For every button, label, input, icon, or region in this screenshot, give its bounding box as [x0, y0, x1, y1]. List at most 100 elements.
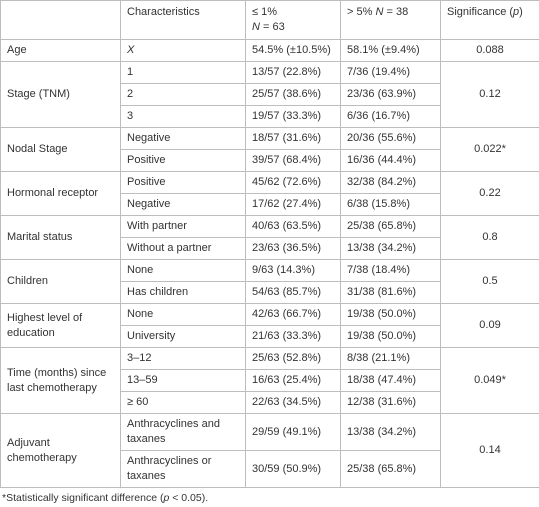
header-text: = 63	[263, 21, 285, 33]
group-label-cell: Children	[0, 259, 121, 304]
header-row: Characteristics ≤ 1% N = 63 > 5% N = 38 S…	[0, 0, 539, 40]
characteristic: 2	[127, 88, 134, 100]
low-value: 23/63 (36.5%)	[252, 242, 322, 254]
footnote: *Statistically significant difference (p…	[0, 492, 539, 504]
footnote-text: *Statistically significant difference (	[2, 492, 164, 504]
low-value: 21/63 (33.3%)	[252, 330, 322, 342]
high-value: 6/38 (15.8%)	[347, 198, 410, 210]
low-cell: 25/57 (38.6%)	[245, 83, 341, 106]
characteristic: Negative	[127, 198, 171, 210]
table-row: Highest level of education None 42/63 (66.…	[0, 303, 539, 348]
low-cell: 45/62 (72.6%)	[245, 171, 341, 194]
high-cell: 19/38 (50.0%)	[340, 325, 441, 348]
table-row: Stage (TNM) 1 13/57 (22.8%) 7/36 (19.4%) 0.1…	[0, 61, 539, 128]
group-label-cell: Hormonal receptor	[0, 171, 121, 216]
low-value: 29/59 (49.1%)	[252, 425, 322, 438]
significance-cell: 0.5	[440, 259, 539, 304]
characteristic-cell: 3–12	[120, 347, 246, 370]
high-cell: 23/36 (63.9%)	[340, 83, 441, 106]
significance: 0.022*	[474, 143, 506, 155]
low-value: 13/57 (22.8%)	[252, 66, 322, 78]
high-cell: 20/36 (55.6%)	[340, 127, 441, 150]
low-cell: 13/57 (22.8%)	[245, 61, 341, 84]
header-text: Characteristics	[127, 6, 200, 18]
header-cell: Significance (p)	[440, 0, 539, 40]
high-cell: 7/38 (18.4%)	[340, 259, 441, 282]
characteristic: 3–12	[127, 352, 152, 364]
header-text: = 38	[386, 6, 409, 18]
high-value: 8/38 (21.1%)	[347, 352, 410, 364]
group-label-cell: Marital status	[0, 215, 121, 260]
table-row: Adjuvant chemotherapy Anthracyclines and …	[0, 413, 539, 488]
characteristic: Has children	[127, 286, 189, 298]
group-label: Highest level of education	[7, 311, 83, 339]
high-value: 18/38 (47.4%)	[347, 374, 417, 386]
significance: 0.22	[479, 187, 501, 199]
high-value: 32/38 (84.2%)	[347, 176, 417, 188]
high-value: 23/36 (63.9%)	[347, 88, 417, 100]
table-row: Time (months) since last chemotherapy 3–1…	[0, 347, 539, 414]
group-label: Time (months) since last chemotherapy	[7, 366, 107, 394]
high-cell: 6/36 (16.7%)	[340, 105, 441, 128]
table-row: University 21/63 (33.3%) 19/38 (50.0%)	[1, 325, 539, 348]
characteristic: X	[127, 44, 135, 56]
table-row: Has children 54/63 (85.7%) 31/38 (81.6%)	[1, 281, 539, 304]
characteristic: 3	[127, 110, 134, 122]
table-row: ≥ 60 22/63 (34.5%) 12/38 (31.6%)	[1, 391, 539, 414]
low-value: 16/63 (25.4%)	[252, 374, 322, 386]
characteristic: University	[127, 330, 176, 342]
table-body: Age X 54.5% (±10.5%) 58.1% (±9.4%) 0.088 Stag…	[0, 39, 539, 488]
high-value: 7/36 (19.4%)	[347, 66, 410, 78]
significance-cell: 0.049*	[440, 347, 539, 414]
low-cell: 9/63 (14.3%)	[245, 259, 341, 282]
significance-cell: 0.09	[440, 303, 539, 348]
characteristic: Positive	[127, 154, 166, 166]
header-text: N	[375, 6, 384, 18]
characteristic: None	[127, 264, 154, 276]
significance-cell: 0.088	[440, 39, 539, 62]
characteristic-cell: 3	[120, 105, 246, 128]
high-cell: 58.1% (±9.4%)	[340, 39, 441, 62]
low-value: 18/57 (31.6%)	[252, 132, 322, 144]
significance: 0.088	[476, 44, 504, 56]
low-value: 40/63 (63.5%)	[252, 220, 322, 232]
characteristic-cell: None	[120, 303, 246, 326]
high-cell: 13/38 (34.2%)	[340, 237, 441, 260]
low-value: 54/63 (85.7%)	[252, 286, 322, 298]
header-text: )	[519, 6, 523, 18]
characteristic-cell: Anthracyclines or taxanes	[120, 450, 246, 488]
low-value: 22/63 (34.5%)	[252, 396, 322, 408]
high-value: 19/38 (50.0%)	[347, 330, 417, 342]
low-value: 25/63 (52.8%)	[252, 352, 322, 364]
low-cell: 42/63 (66.7%)	[245, 303, 341, 326]
high-cell: 12/38 (31.6%)	[340, 391, 441, 414]
low-cell: 29/59 (49.1%)	[245, 413, 341, 451]
table-row: Age X 54.5% (±10.5%) 58.1% (±9.4%) 0.088	[0, 39, 539, 62]
low-value: 30/59 (50.9%)	[252, 462, 322, 475]
characteristic-cell: Positive	[120, 149, 246, 172]
characteristic-cell: None	[120, 259, 246, 282]
group-label-cell: Highest level of education	[0, 303, 121, 348]
table-row: Negative 17/62 (27.4%) 6/38 (15.8%)	[1, 193, 539, 216]
characteristic: Anthracyclines and taxanes	[127, 418, 220, 445]
group-label: Nodal Stage	[7, 143, 68, 155]
low-cell: 21/63 (33.3%)	[245, 325, 341, 348]
header-text: N	[252, 21, 260, 33]
footnote-text: < 0.05).	[169, 492, 209, 504]
significance: 0.8	[482, 231, 498, 243]
high-cell: 18/38 (47.4%)	[340, 369, 441, 392]
significance: 0.12	[479, 88, 501, 100]
significance: 0.09	[479, 319, 501, 331]
high-value: 19/38 (50.0%)	[347, 308, 417, 320]
high-cell: 16/36 (44.4%)	[340, 149, 441, 172]
footnote-text: p	[163, 492, 170, 504]
group-label: Hormonal receptor	[7, 187, 99, 199]
table-row: 2 25/57 (38.6%) 23/36 (63.9%)	[1, 83, 539, 106]
high-cell: 25/38 (65.8%)	[340, 215, 441, 238]
characteristic: With partner	[127, 220, 187, 232]
group-label-cell: Nodal Stage	[0, 127, 121, 172]
characteristic-cell: Positive	[120, 171, 246, 194]
characteristic: 13–59	[127, 374, 158, 386]
high-value: 20/36 (55.6%)	[347, 132, 417, 144]
low-value: 54.5% (±10.5%)	[252, 44, 331, 56]
